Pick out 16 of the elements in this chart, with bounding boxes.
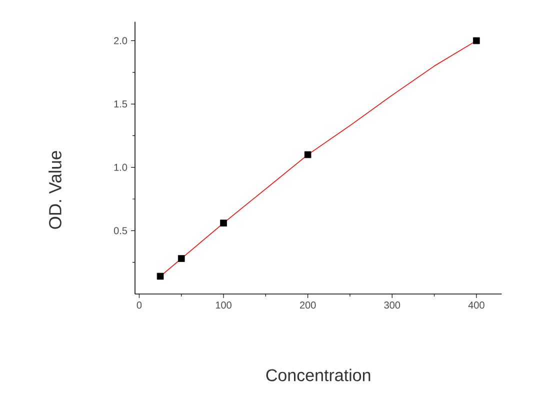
y-tick-label: 2.0: [114, 37, 128, 44]
y-tick-label: 1.0: [114, 164, 128, 171]
x-tick-label: 0: [136, 302, 142, 309]
x-tick-label: 300: [384, 302, 400, 309]
x-tick-label: 100: [216, 302, 232, 309]
point: [220, 220, 227, 226]
y-tick-label: 1.5: [114, 100, 128, 108]
x-axis-title: Concentration: [266, 368, 370, 382]
point: [304, 151, 312, 158]
x-tick-label: 400: [468, 302, 484, 309]
x-tick-label: 200: [300, 302, 316, 309]
point: [178, 255, 185, 262]
y-tick-label: 0.5: [114, 227, 128, 234]
y-axis-title: OD. Value: [48, 151, 62, 229]
point: [156, 272, 164, 280]
point: [473, 37, 480, 44]
